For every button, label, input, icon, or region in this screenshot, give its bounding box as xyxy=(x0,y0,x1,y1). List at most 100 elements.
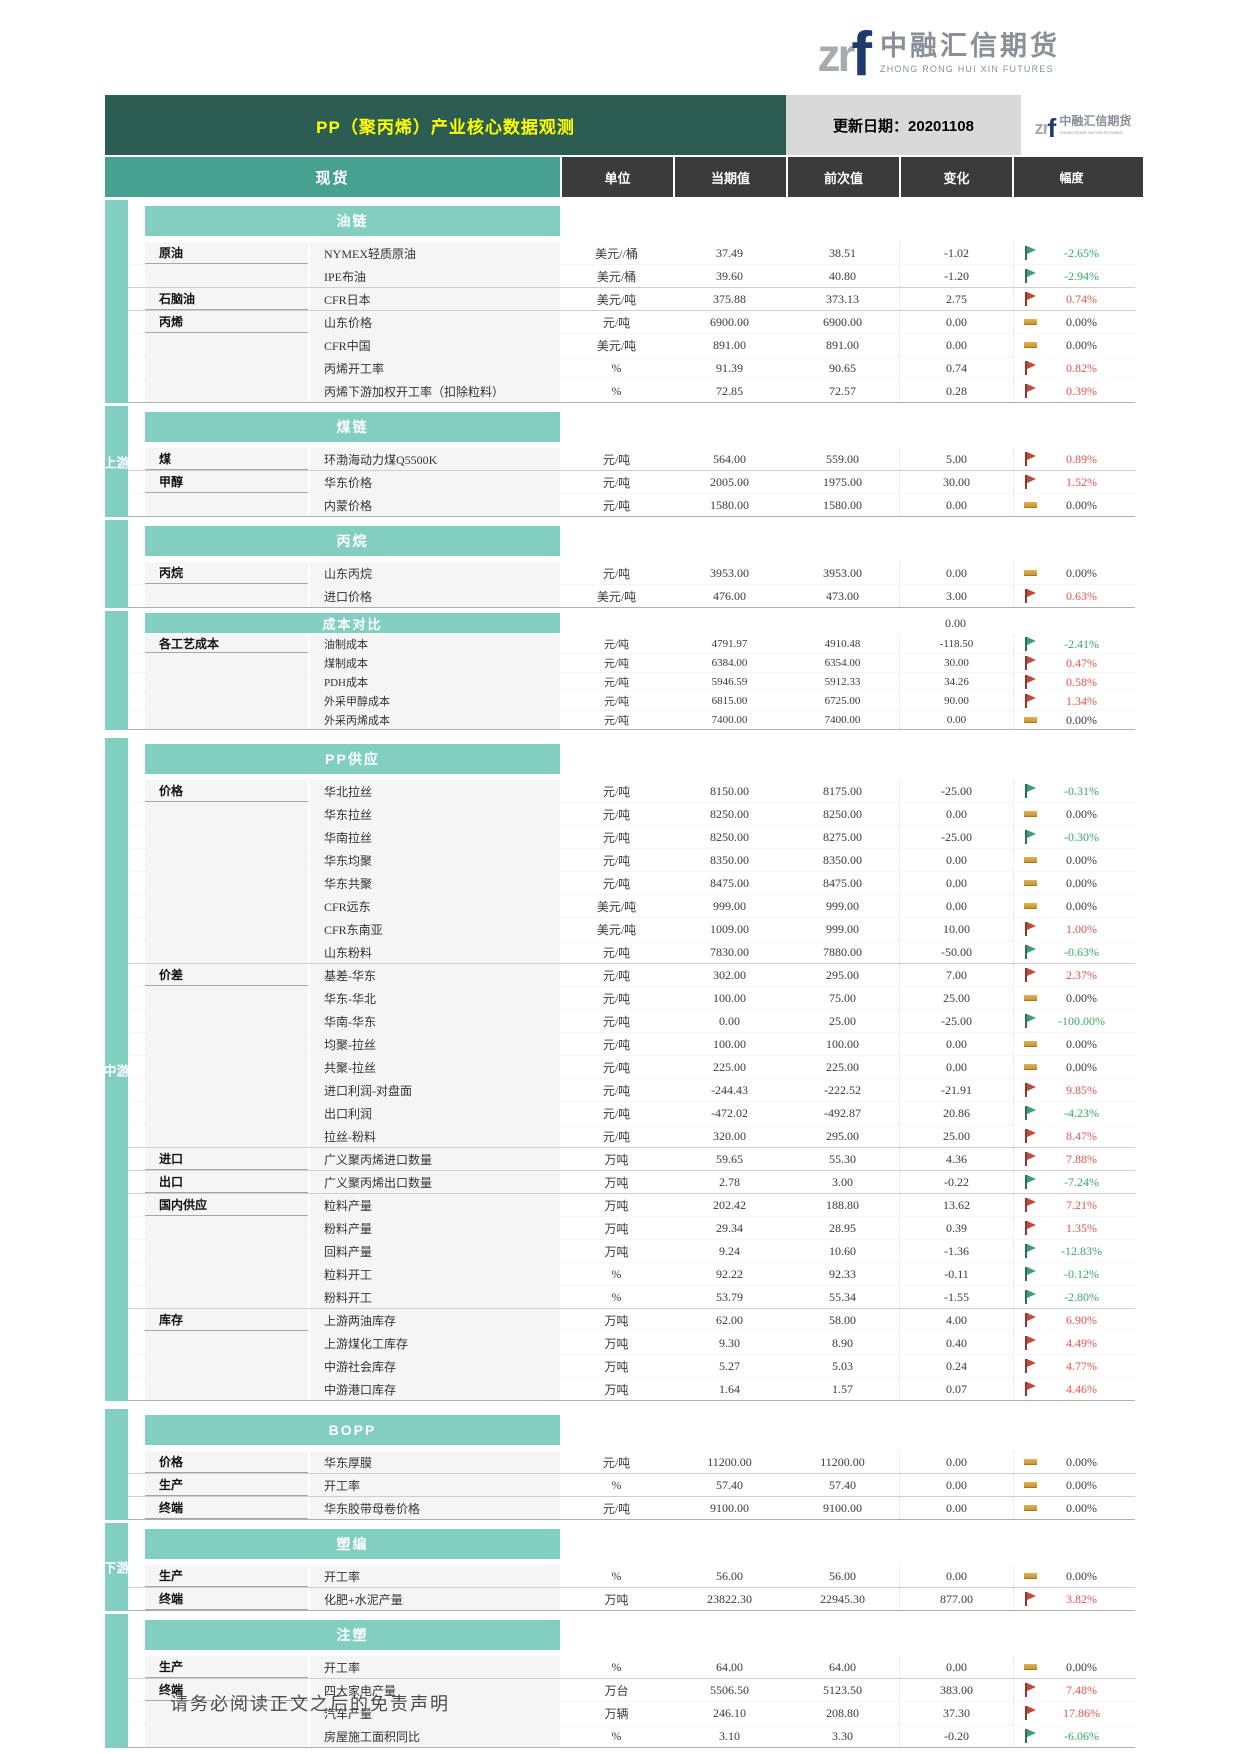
table-row: 华东均聚 元/吨 8350.00 8350.00 0.00 0.00% xyxy=(128,849,1135,872)
row-left-gap xyxy=(128,1656,145,1678)
section-header-row: 塑编 xyxy=(128,1523,1135,1565)
row-range-cell: -4.23% xyxy=(1013,1102,1131,1124)
trend-icon-wrap xyxy=(1014,922,1046,936)
row-change-value: 0.00 xyxy=(899,334,1013,356)
row-previous-value: 473.00 xyxy=(826,588,859,603)
row-range-cell: 0.74% xyxy=(1013,288,1131,310)
stage-label: 中游 xyxy=(103,1063,130,1078)
row-range-cell: -2.65% xyxy=(1013,242,1131,264)
table-row: 价格 华北拉丝 元/吨 8150.00 8175.00 -25.00 -0.31% xyxy=(128,780,1135,803)
row-previous-value: 6354.00 xyxy=(824,657,861,669)
row-previous-value: 64.00 xyxy=(829,1659,856,1674)
row-left-gap xyxy=(128,1565,145,1587)
row-change-value: 383.00 xyxy=(899,1679,1013,1701)
row-range-cell: 4.49% xyxy=(1013,1332,1131,1354)
section-header-row: 煤链 xyxy=(128,406,1135,448)
row-left-gap xyxy=(128,1171,145,1193)
mini-zrf-logo-icon: zr f xyxy=(1035,115,1057,141)
row-previous-value: 559.00 xyxy=(826,451,859,466)
row-previous-value: 8250.00 xyxy=(823,806,862,821)
row-left-gap xyxy=(128,1497,145,1519)
down-flag-icon xyxy=(1024,1175,1037,1189)
trend-icon-wrap xyxy=(1014,361,1046,375)
section-title: 注塑 xyxy=(145,1620,560,1650)
row-indicator-label: 均聚-拉丝 xyxy=(310,1033,560,1055)
row-unit-value: 元/吨 xyxy=(602,830,631,845)
section-header-row: 丙烷 xyxy=(128,520,1135,562)
trend-icon-wrap xyxy=(1014,1152,1046,1166)
table-row: 上游煤化工库存 万吨 9.30 8.90 0.40 4.49% xyxy=(128,1332,1135,1355)
row-range-value: -100.00% xyxy=(1058,1013,1105,1028)
row-indicator-label: 华北拉丝 xyxy=(310,780,560,802)
row-unit-value: 元/吨 xyxy=(602,1014,631,1029)
row-range-cell: 0.00% xyxy=(1013,895,1131,917)
row-change-value: -1.36 xyxy=(899,1240,1013,1262)
row-left-gap xyxy=(128,1355,145,1377)
row-left-gap xyxy=(128,654,145,672)
column-header-spot: 现货 xyxy=(105,157,560,197)
row-current-value: 246.10 xyxy=(713,1705,746,1720)
up-flag-icon xyxy=(1024,1592,1037,1606)
row-change-value: 25.00 xyxy=(899,987,1013,1009)
row-range-value: 0.63% xyxy=(1066,588,1097,603)
row-unit-value: % xyxy=(611,1659,622,1674)
row-left-gap xyxy=(128,692,145,710)
row-indicator-label: 华东共聚 xyxy=(310,872,560,894)
row-previous-value: 5.03 xyxy=(832,1358,853,1373)
row-previous-value: 3.30 xyxy=(832,1728,853,1743)
page-title: PP（聚丙烯）产业核心数据观测 xyxy=(105,95,786,155)
row-category-label xyxy=(145,1102,308,1124)
row-range-cell: -0.31% xyxy=(1013,780,1131,802)
row-range-value: -0.63% xyxy=(1064,944,1099,959)
row-range-value: 1.35% xyxy=(1066,1220,1097,1235)
row-change-value: 877.00 xyxy=(899,1588,1013,1610)
row-left-gap xyxy=(128,1148,145,1170)
row-category-label xyxy=(145,357,308,379)
row-range-cell: 0.00% xyxy=(1013,1565,1131,1587)
row-category-label xyxy=(145,1378,308,1400)
row-category-label xyxy=(145,1033,308,1055)
trend-icon-wrap xyxy=(1014,968,1046,982)
row-range-value: 4.77% xyxy=(1066,1358,1097,1373)
section-header-change-value: 0.00 xyxy=(945,615,966,630)
trend-icon-wrap xyxy=(1014,1664,1046,1670)
row-range-value: 3.82% xyxy=(1066,1591,1097,1606)
row-unit-value: 元/吨 xyxy=(603,658,630,670)
row-change-value: 4.00 xyxy=(899,1309,1013,1331)
row-change-value: -25.00 xyxy=(899,1010,1013,1032)
row-current-value: 2.78 xyxy=(719,1174,740,1189)
row-range-value: 0.82% xyxy=(1066,360,1097,375)
row-range-value: 0.39% xyxy=(1066,383,1097,398)
row-left-gap xyxy=(128,849,145,871)
row-change-value: 0.00 xyxy=(899,1033,1013,1055)
row-category-label xyxy=(145,711,308,729)
row-category-label xyxy=(145,334,308,356)
update-date: 更新日期：20201108 xyxy=(786,95,1021,155)
row-previous-value: 56.00 xyxy=(829,1568,856,1583)
row-previous-value: 22945.30 xyxy=(820,1591,865,1606)
row-range-value: 6.90% xyxy=(1066,1312,1097,1327)
row-indicator-label: 上游煤化工库存 xyxy=(310,1332,560,1354)
row-range-cell: 0.39% xyxy=(1013,380,1131,402)
row-range-value: -0.31% xyxy=(1064,783,1099,798)
flat-equal-icon xyxy=(1024,717,1037,723)
row-left-gap xyxy=(128,1217,145,1239)
table-row: 回料产量 万吨 9.24 10.60 -1.36 -12.83% xyxy=(128,1240,1135,1263)
row-indicator-label: 内蒙价格 xyxy=(310,494,560,516)
table-row: 均聚-拉丝 元/吨 100.00 100.00 0.00 0.00% xyxy=(128,1033,1135,1056)
row-previous-value: 38.51 xyxy=(829,245,856,260)
table-row: 华东共聚 元/吨 8475.00 8475.00 0.00 0.00% xyxy=(128,872,1135,895)
row-current-value: 8475.00 xyxy=(710,875,749,890)
row-change-value: 3.00 xyxy=(899,585,1013,607)
row-category-label xyxy=(145,1332,308,1354)
row-range-cell: 0.47% xyxy=(1013,654,1131,672)
up-flag-icon xyxy=(1024,1221,1037,1235)
row-previous-value: 6725.00 xyxy=(824,695,861,707)
trend-icon-wrap xyxy=(1014,589,1046,603)
row-current-value: 9.24 xyxy=(719,1243,740,1258)
row-indicator-label: 广义聚丙烯出口数量 xyxy=(310,1171,560,1193)
row-current-value: 6815.00 xyxy=(711,695,748,707)
row-range-value: 1.00% xyxy=(1066,921,1097,936)
row-left-gap xyxy=(128,1125,145,1147)
row-indicator-label: 外采甲醇成本 xyxy=(310,692,560,710)
